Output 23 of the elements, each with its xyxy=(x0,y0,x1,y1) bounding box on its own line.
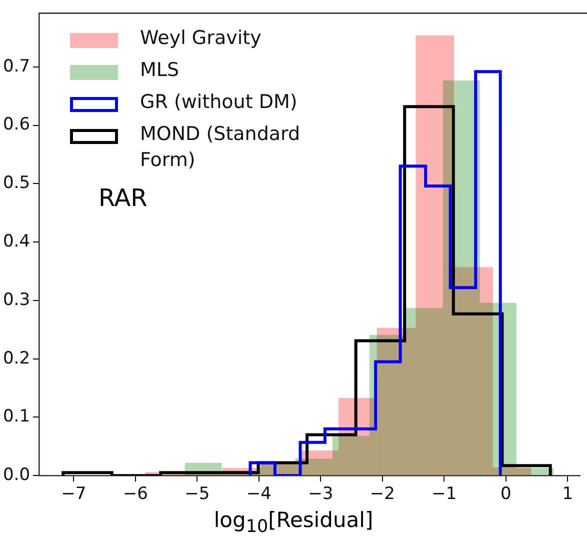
y-tick-label: 0.3 xyxy=(2,290,30,310)
x-tick-label: 0 xyxy=(500,484,512,504)
y-tick-label: 0.6 xyxy=(2,114,30,135)
y-tick-label: 0.1 xyxy=(2,406,30,427)
y-tick-label: 0.0 xyxy=(2,465,30,486)
x-tick-label: −1 xyxy=(432,484,457,504)
x-tick-label: −5 xyxy=(184,484,210,504)
legend-label: MOND (Standard Form) xyxy=(140,122,302,173)
x-tick-label: 1 xyxy=(562,484,574,504)
x-tick-label: −6 xyxy=(122,484,148,504)
y-tick-label: 0.5 xyxy=(2,173,30,194)
annotation: RAR xyxy=(98,184,148,212)
x-axis-title: log$_{10}$[Residual] xyxy=(212,508,374,538)
x-tick-label: −7 xyxy=(61,484,86,504)
y-tick-label: 0.4 xyxy=(2,231,30,252)
legend-label: Weyl Gravity xyxy=(140,26,262,51)
legend-label: MLS xyxy=(140,58,180,83)
y-tick-label: 0.2 xyxy=(2,348,30,368)
x-tick-label: −4 xyxy=(246,484,272,504)
y-tick-label: 0.7 xyxy=(2,56,30,76)
legend-label: GR (without DM) xyxy=(140,90,298,115)
x-tick-label: −2 xyxy=(370,484,395,504)
x-tick-label: −3 xyxy=(308,484,334,504)
